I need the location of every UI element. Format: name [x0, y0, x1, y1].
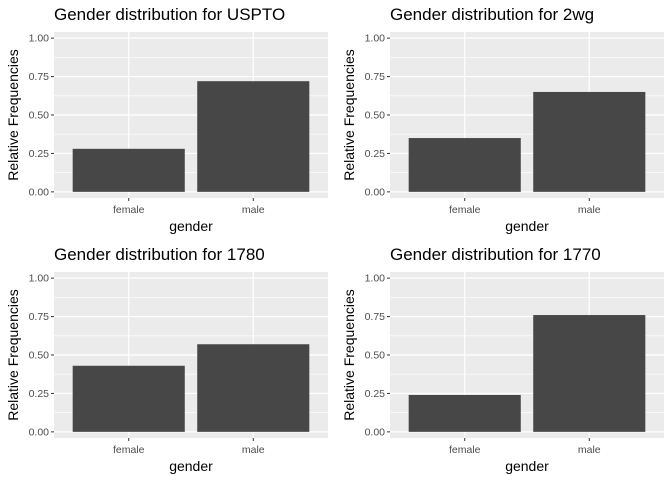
x-axis-title: gender — [505, 458, 549, 474]
chart-panel-2: Gender distribution for 2wg 0.00 0.25 0.50 0… — [341, 5, 664, 234]
y-tick-label: 0.25 — [29, 148, 50, 160]
y-axis-title: Relative Frequencies — [5, 289, 21, 421]
x-axis-title: gender — [505, 218, 549, 234]
y-tick-label: 1.00 — [365, 33, 386, 45]
bar-female — [72, 148, 185, 192]
x-tick-label: male — [578, 204, 601, 216]
y-axis-title: Relative Frequencies — [341, 289, 357, 421]
bar-male — [533, 315, 646, 432]
bar-female — [408, 394, 521, 432]
y-tick-label: 0.50 — [365, 110, 386, 122]
chart-title: Gender distribution for 2wg — [390, 5, 594, 24]
y-tick-label: 0.50 — [29, 110, 50, 122]
y-tick-label: 0.75 — [29, 71, 50, 83]
y-tick-label: 0.00 — [365, 186, 386, 198]
x-axis-title: gender — [169, 218, 213, 234]
y-tick-label: 0.25 — [365, 148, 386, 160]
x-tick-label: female — [449, 444, 481, 456]
bar-male — [533, 91, 646, 192]
chart-panel-4: Gender distribution for 1770 0.00 0.25 0.50… — [341, 245, 664, 474]
x-tick-label: female — [449, 204, 481, 216]
y-tick-label: 0.75 — [29, 311, 50, 323]
y-tick-label: 0.50 — [365, 350, 386, 362]
bar-male — [197, 81, 310, 192]
y-tick-label: 0.25 — [29, 388, 50, 400]
y-tick-label: 1.00 — [365, 273, 386, 285]
bar-male — [197, 344, 310, 432]
x-axis-title: gender — [169, 458, 213, 474]
y-tick-label: 0.00 — [365, 426, 386, 438]
x-tick-label: female — [113, 444, 145, 456]
chart-panel-1: Gender distribution for USPTO 0.00 0.25 0.5… — [5, 5, 328, 234]
y-tick-label: 0.75 — [365, 311, 386, 323]
x-tick-label: female — [113, 204, 145, 216]
chart-title: Gender distribution for 1770 — [390, 245, 601, 264]
y-axis-title: Relative Frequencies — [5, 49, 21, 181]
y-tick-label: 0.50 — [29, 350, 50, 362]
bar-female — [408, 138, 521, 192]
chart-title: Gender distribution for 1780 — [54, 245, 265, 264]
x-tick-label: male — [242, 444, 265, 456]
chart-panel-3: Gender distribution for 1780 0.00 0.25 0.50… — [5, 245, 328, 474]
y-tick-label: 0.75 — [365, 71, 386, 83]
y-tick-label: 1.00 — [29, 33, 50, 45]
y-axis-title: Relative Frequencies — [341, 49, 357, 181]
chart-title: Gender distribution for USPTO — [54, 5, 285, 24]
y-tick-label: 0.00 — [29, 186, 50, 198]
x-tick-label: male — [242, 204, 265, 216]
bar-female — [72, 365, 185, 432]
x-tick-label: male — [578, 444, 601, 456]
y-tick-label: 0.00 — [29, 426, 50, 438]
y-tick-label: 1.00 — [29, 273, 50, 285]
y-tick-label: 0.25 — [365, 388, 386, 400]
